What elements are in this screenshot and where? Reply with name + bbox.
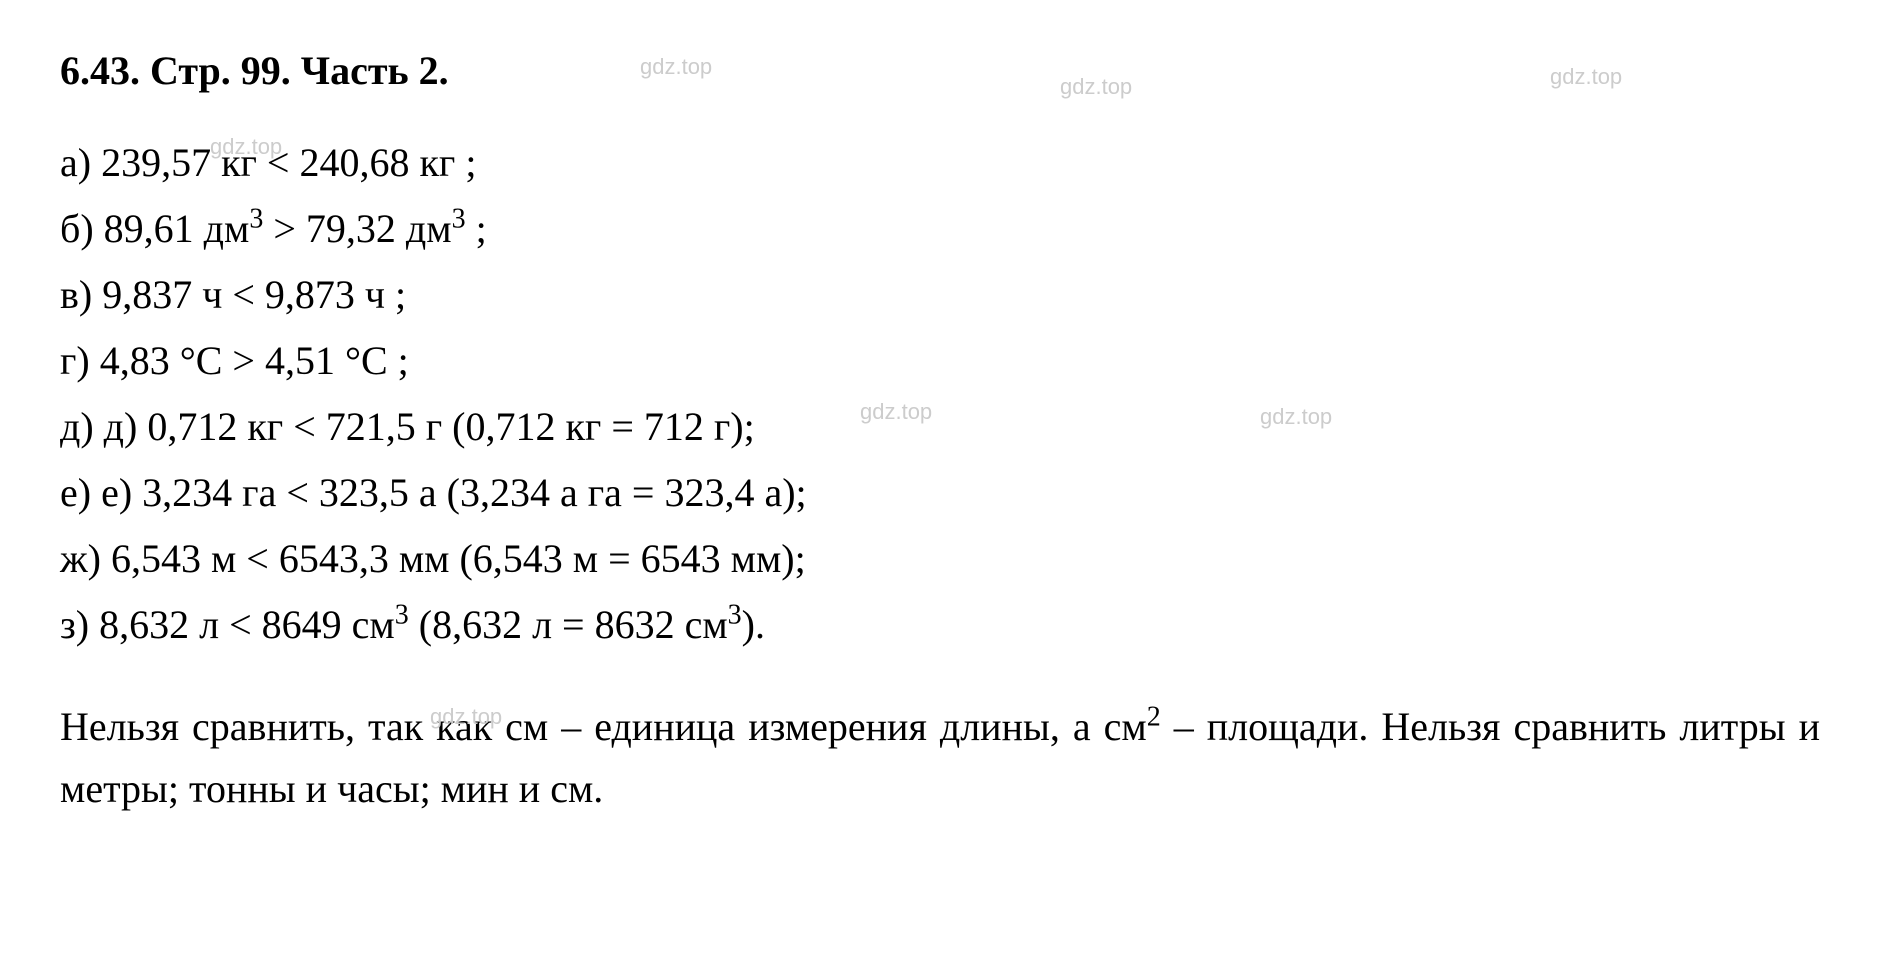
page-root: 6.43. Стр. 99. Часть 2. а) 239,57 кг < 2…	[0, 0, 1892, 860]
rhs-sup: 3	[395, 600, 409, 631]
item-note: (8,632 л = 8632 см3).	[419, 602, 765, 647]
rhs: 8649 см	[262, 602, 395, 647]
item-expr: 4,83 °С > 4,51 °С	[100, 338, 409, 383]
rhs: 721,5 г	[326, 404, 442, 449]
cmp: <	[246, 536, 269, 581]
item-note: 3,234 а га = 323,4 а	[447, 470, 807, 515]
item-expr: 3,234 га < 323,5 а	[142, 470, 447, 515]
item-note: 6,543 м = 6543 мм	[459, 536, 805, 581]
item-letter: ж)	[60, 536, 101, 581]
rhs: 79,32 дм	[306, 206, 452, 251]
heading: 6.43. Стр. 99. Часть 2.	[60, 40, 1832, 102]
cmp: <	[293, 404, 316, 449]
note-text: 6,543 м = 6543 мм	[473, 536, 782, 581]
footer-line1a: Нельзя сравнить, так как см – единица из…	[60, 704, 1147, 749]
item-g: г) 4,83 °С > 4,51 °С	[60, 330, 1832, 392]
note-text: 3,234 а га = 323,4 а	[460, 470, 782, 515]
heading-page: Стр. 99.	[150, 48, 291, 93]
cmp: >	[273, 206, 296, 251]
lhs: 3,234 га	[142, 470, 276, 515]
item-expr: 9,837 ч < 9,873 ч	[102, 272, 406, 317]
lhs: 9,837 ч	[102, 272, 222, 317]
cmp: <	[229, 602, 252, 647]
note-sup: 3	[728, 600, 742, 631]
item-note: 0,712 кг = 712 г	[452, 404, 755, 449]
cmp: <	[286, 470, 309, 515]
note-text: 0,712 кг = 712 г	[465, 404, 730, 449]
lhs: 4,83 °С	[100, 338, 223, 383]
item-b: б) 89,61 дм3 > 79,32 дм3	[60, 198, 1832, 260]
item-expr: 0,712 кг < 721,5 г	[147, 404, 452, 449]
item-expr: 239,57 кг < 240,68 кг	[101, 140, 476, 185]
lhs: 6,543 м	[111, 536, 236, 581]
item-letter: в)	[60, 272, 92, 317]
items-list: а) 239,57 кг < 240,68 кг б) 89,61 дм3 > …	[60, 132, 1832, 656]
lhs: 8,632 л	[99, 602, 219, 647]
item-letter: з)	[60, 602, 89, 647]
footer-sup: 2	[1147, 702, 1161, 733]
footer-paragraph: Нельзя сравнить, так как см – единица из…	[60, 696, 1820, 820]
cmp: <	[232, 272, 255, 317]
item-d: д) д) 0,712 кг < 721,5 г 0,712 кг = 712 …	[60, 396, 1832, 458]
item-expr: 8,632 л < 8649 см3	[99, 602, 419, 647]
item-letter: а)	[60, 140, 91, 185]
item-expr: 89,61 дм3 > 79,32 дм3	[104, 206, 487, 251]
rhs: 323,5 а	[319, 470, 437, 515]
rhs: 240,68 кг	[299, 140, 455, 185]
cmp: <	[267, 140, 290, 185]
item-v: в) 9,837 ч < 9,873 ч	[60, 264, 1832, 326]
rhs: 4,51 °С	[265, 338, 388, 383]
rhs: 9,873 ч	[265, 272, 385, 317]
lhs: 239,57 кг	[101, 140, 257, 185]
item-letter: б)	[60, 206, 94, 251]
item-letter: г)	[60, 338, 90, 383]
item-letter: д) д)	[60, 404, 137, 449]
heading-part: Часть 2.	[301, 48, 449, 93]
item-z: з) 8,632 л < 8649 см3 (8,632 л = 8632 см…	[60, 594, 1832, 656]
item-e: е) е) 3,234 га < 323,5 а 3,234 а га = 32…	[60, 462, 1832, 524]
lhs: 89,61 дм	[104, 206, 250, 251]
lhs-sup: 3	[249, 204, 263, 235]
rhs-sup: 3	[452, 204, 466, 235]
rhs: 6543,3 мм	[279, 536, 450, 581]
item-a: а) 239,57 кг < 240,68 кг	[60, 132, 1832, 194]
cmp: >	[232, 338, 255, 383]
note-text: 8,632 л = 8632 см	[432, 602, 728, 647]
heading-number: 6.43.	[60, 48, 140, 93]
item-zh: ж) 6,543 м < 6543,3 мм 6,543 м = 6543 мм	[60, 528, 1832, 590]
item-letter: е) е)	[60, 470, 132, 515]
lhs: 0,712 кг	[147, 404, 283, 449]
item-expr: 6,543 м < 6543,3 мм	[111, 536, 460, 581]
